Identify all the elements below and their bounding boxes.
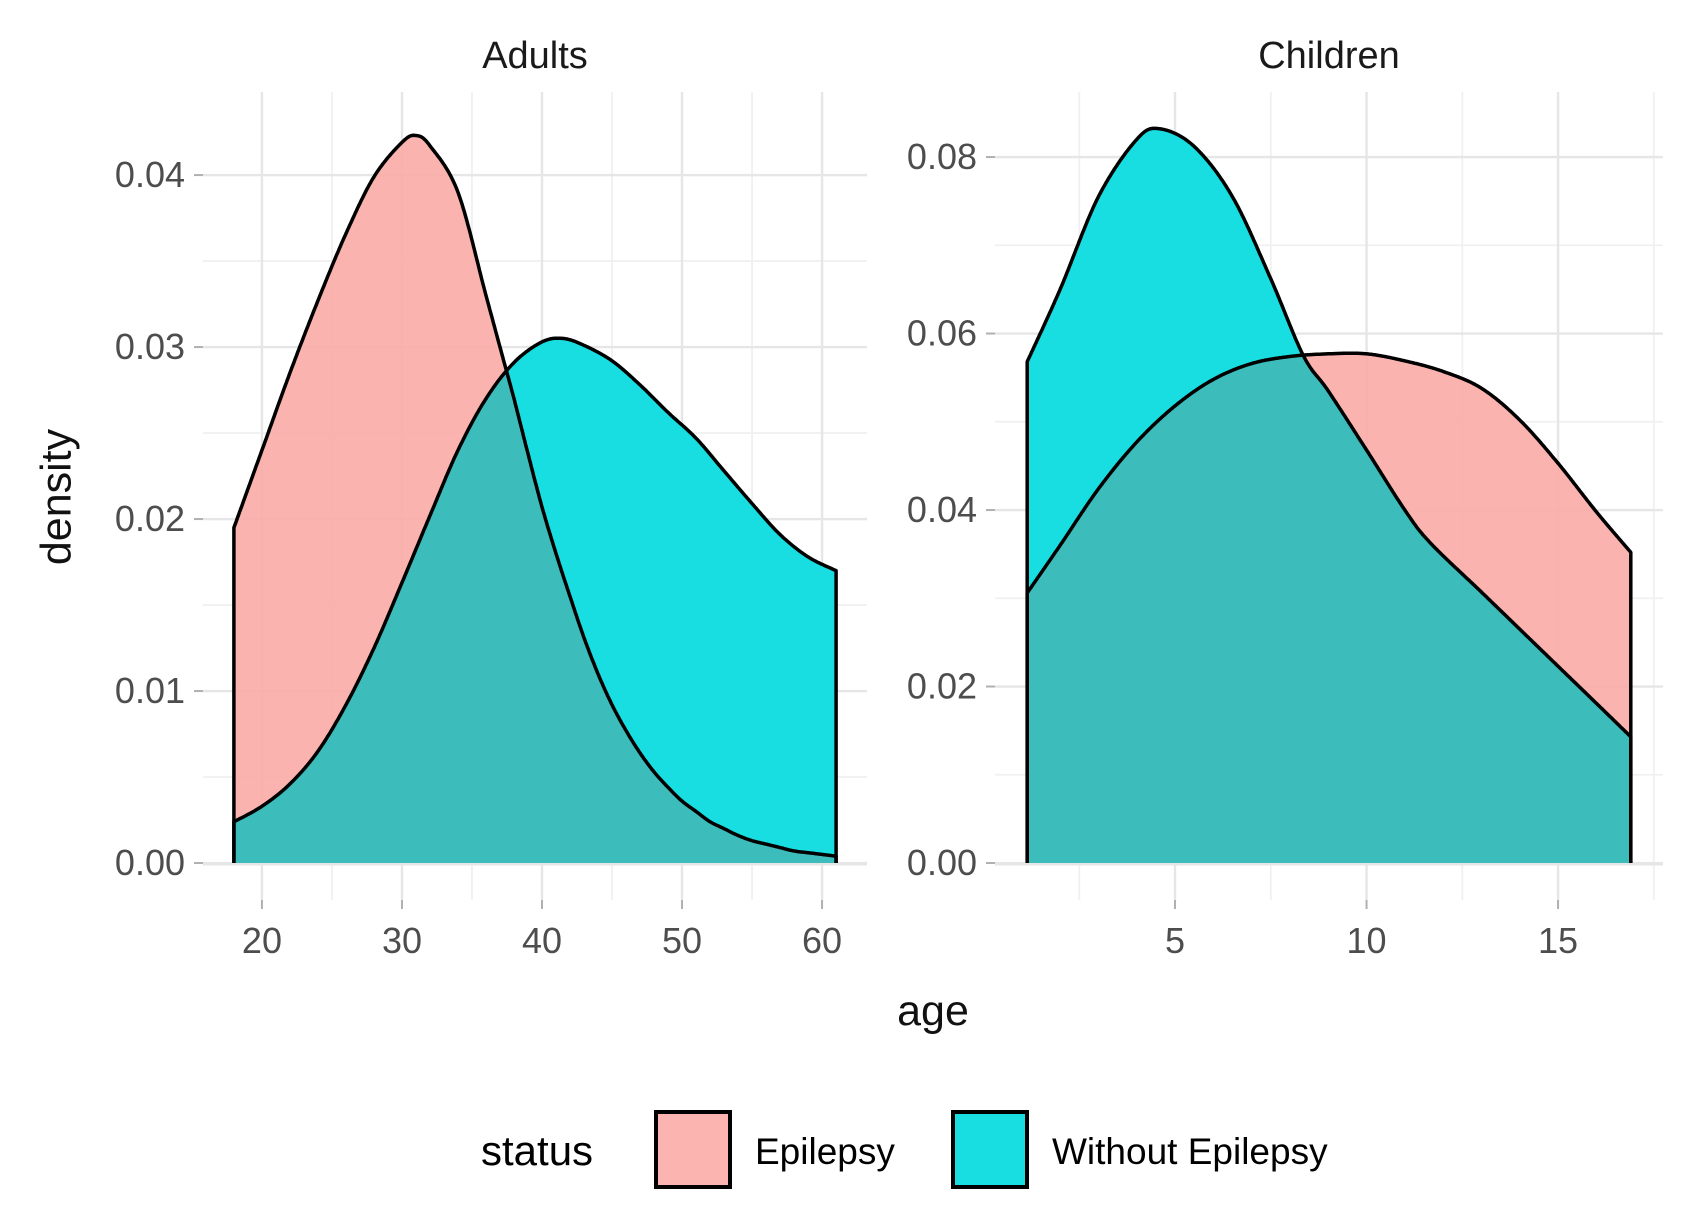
y-axis-tick-label: 0.00 [115, 842, 185, 883]
y-axis-tick-label: 0.02 [115, 498, 185, 539]
y-axis-tick-label: 0.04 [115, 154, 185, 195]
y-axis-tick-label: 0.06 [907, 313, 977, 354]
area-overlap [1027, 355, 1631, 863]
x-axis-tick-label: 15 [1538, 920, 1578, 961]
y-axis-tick-label: 0.02 [907, 666, 977, 707]
facet-title-children: Children [1258, 35, 1400, 77]
curve-epilepsy [1025, 351, 1633, 863]
curve-without-epilepsy [1025, 126, 1633, 863]
x-axis-tick-label: 10 [1347, 920, 1387, 961]
x-axis-tick-label: 30 [382, 920, 422, 961]
x-axis-tick-label: 60 [802, 920, 842, 961]
legend-swatch-without-epilepsy [951, 1110, 1029, 1189]
y-axis-title: density [32, 428, 81, 566]
legend-title: status [481, 1127, 594, 1174]
facet-title-adults: Adults [482, 35, 588, 77]
y-axis-tick-label: 0.01 [115, 670, 185, 711]
legend-label-without-epilepsy: Without Epilepsy [1052, 1131, 1328, 1172]
x-axis-tick-label: 20 [242, 920, 282, 961]
x-axis-tick-label: 50 [662, 920, 702, 961]
x-axis-title: age [897, 987, 969, 1035]
y-axis-tick-label: 0.00 [907, 842, 977, 883]
legend-label-epilepsy: Epilepsy [755, 1131, 895, 1172]
area-overlap [233, 371, 837, 863]
y-axis-tick-label: 0.08 [907, 136, 977, 177]
curve-epilepsy [232, 133, 838, 863]
y-axis-tick-label: 0.03 [115, 326, 185, 367]
y-axis-tick-label: 0.04 [907, 489, 977, 530]
curve-without-epilepsy [232, 336, 838, 863]
x-axis-tick-label: 5 [1165, 920, 1185, 961]
x-axis-tick-label: 40 [522, 920, 562, 961]
legend-swatch-epilepsy [654, 1110, 732, 1189]
